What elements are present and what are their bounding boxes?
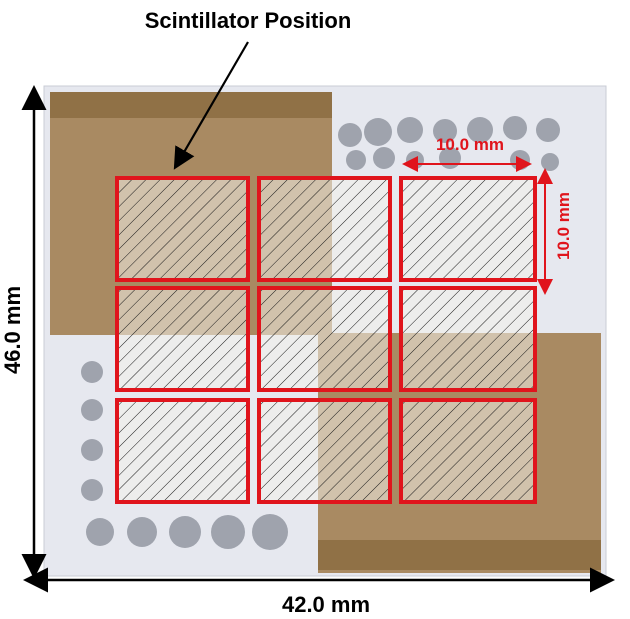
solder-pad bbox=[373, 147, 395, 169]
scintillator-cell-r1-c1 bbox=[115, 176, 250, 282]
solder-pad bbox=[364, 118, 392, 146]
solder-pad bbox=[510, 150, 530, 170]
solder-pad bbox=[81, 479, 103, 501]
cell-width-label: 10.0 mm bbox=[436, 135, 504, 154]
solder-pad bbox=[541, 153, 559, 171]
solder-pad bbox=[211, 515, 245, 549]
scintillator-cell-r3-c3 bbox=[399, 398, 537, 504]
scintillator-cell-r2-c3 bbox=[399, 286, 537, 392]
solder-pad bbox=[346, 150, 366, 170]
scintillator-cell-r1-c2 bbox=[257, 176, 392, 282]
solder-pad bbox=[406, 151, 424, 169]
solder-pad bbox=[503, 116, 527, 140]
solder-pad bbox=[252, 514, 288, 550]
scintillator-cell-r2-c1 bbox=[115, 286, 250, 392]
scintillator-grid bbox=[115, 176, 537, 504]
solder-pad bbox=[81, 399, 103, 421]
solder-pad bbox=[169, 516, 201, 548]
solder-pad bbox=[433, 119, 457, 143]
solder-pad bbox=[338, 123, 362, 147]
title-pointer-arrow bbox=[173, 41, 249, 170]
connector-bottom bbox=[318, 540, 601, 570]
cell-height-label: 10.0 mm bbox=[554, 192, 573, 260]
scintillator-cell-r2-c2 bbox=[257, 286, 392, 392]
title: Scintillator Position bbox=[145, 8, 352, 33]
solder-pad bbox=[81, 361, 103, 383]
solder-pads bbox=[81, 116, 560, 550]
scintillator-cell-r3-c1 bbox=[115, 398, 250, 504]
solder-pad bbox=[397, 117, 423, 143]
scintillator-cell-r1-c3 bbox=[399, 176, 537, 282]
solder-pad bbox=[81, 439, 103, 461]
overall-width-label: 42.0 mm bbox=[282, 592, 370, 617]
solder-pad bbox=[467, 117, 493, 143]
scintillator-cell-r3-c2 bbox=[257, 398, 392, 504]
solder-pad bbox=[86, 518, 114, 546]
connector-top bbox=[50, 92, 332, 118]
solder-pad bbox=[127, 517, 157, 547]
overall-height-label: 46.0 mm bbox=[0, 286, 25, 374]
solder-pad bbox=[536, 118, 560, 142]
